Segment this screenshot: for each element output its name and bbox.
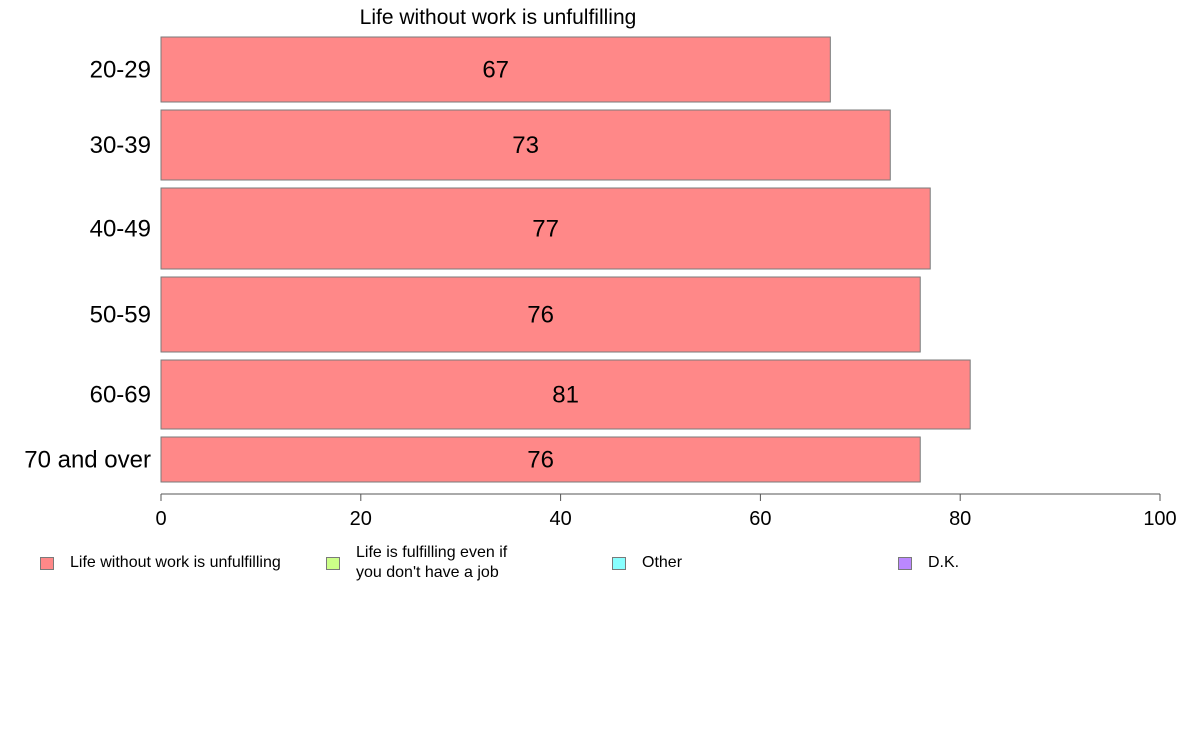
legend-label: Other — [642, 554, 683, 571]
x-tick-label: 40 — [549, 508, 571, 530]
category-label: 40-49 — [90, 216, 151, 243]
bar-chart: Life without work is unfulfilling 20-29 3… — [24, 6, 1177, 530]
legend-item-other: Other — [612, 543, 682, 573]
x-tick-label: 0 — [155, 508, 166, 530]
bar-50-59 — [160, 276, 921, 353]
legend-swatch-fulfilling — [326, 557, 340, 570]
legend-item-unfulfilling: Life without work is unfulfilling — [40, 543, 281, 573]
bar-value-label: 77 — [532, 216, 559, 243]
category-labels: 20-29 30-39 40-49 50-59 60-69 70 and over — [24, 57, 151, 474]
chart-title: Life without work is unfulfilling — [360, 6, 637, 29]
legend-label: Life is fulfilling even if you don't hav… — [356, 544, 508, 581]
bar-20-29 — [160, 36, 831, 103]
bar-value-label: 67 — [482, 57, 509, 84]
legend-swatch-other — [612, 557, 626, 570]
bar-70-and-over — [160, 436, 921, 483]
bar-value-label: 73 — [512, 132, 539, 159]
x-tick-label: 80 — [949, 508, 971, 530]
category-label: 30-39 — [90, 132, 151, 159]
category-label: 60-69 — [90, 382, 151, 409]
legend-swatch-dk — [898, 557, 912, 570]
bar-30-39 — [160, 109, 891, 181]
category-label: 50-59 — [90, 302, 151, 329]
legend-item-dk: D.K. — [898, 543, 959, 573]
bars-group — [160, 36, 971, 483]
bar-value-label: 76 — [527, 447, 554, 474]
x-axis: 0 20 40 60 80 100 — [155, 493, 1177, 530]
x-tick-label: 20 — [350, 508, 372, 530]
legend-label: D.K. — [928, 554, 960, 571]
x-tick-label: 100 — [1143, 508, 1176, 530]
bar-value-label: 76 — [527, 302, 554, 329]
x-tick-label: 60 — [749, 508, 771, 530]
legend-swatch-unfulfilling — [40, 557, 54, 570]
legend: Life without work is unfulfilling Life i… — [0, 543, 1188, 593]
category-label: 20-29 — [90, 57, 151, 84]
bar-value-labels: 67 73 77 76 81 76 — [482, 57, 579, 474]
category-label: 70 and over — [24, 447, 151, 474]
bar-value-label: 81 — [552, 382, 579, 409]
legend-item-fulfilling: Life is fulfilling even if you don't hav… — [326, 543, 507, 583]
bar-40-49 — [160, 187, 931, 270]
legend-label: Life without work is unfulfilling — [70, 554, 281, 571]
bar-60-69 — [160, 359, 971, 430]
